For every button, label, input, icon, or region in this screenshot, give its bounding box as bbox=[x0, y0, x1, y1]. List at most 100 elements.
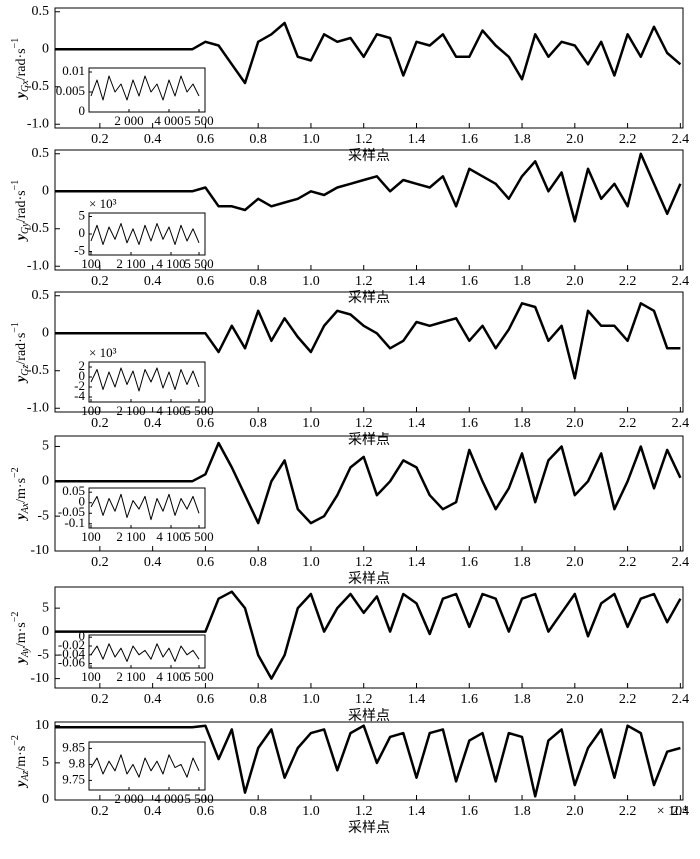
x-tick-label: 1.0 bbox=[302, 804, 320, 819]
inset-background bbox=[88, 634, 206, 669]
panel: 10 5 0 0.2 0.4 0.6 0.8 1.0 1.2 1.4 1.6 1.8 2.0 2.2 2.4… bbox=[10, 718, 689, 836]
x-tick-label: 0.8 bbox=[249, 132, 267, 147]
inset-x-tick-label: 2 100 bbox=[116, 529, 145, 544]
x-axis-label: 采样点 bbox=[348, 820, 390, 836]
inset-y-tick-label: 5 bbox=[79, 207, 86, 222]
data-line bbox=[90, 643, 200, 662]
inset: 0.01 0.005 0 2 000 4 000 5 500 bbox=[56, 63, 214, 128]
inset-x-tick-label: 2 100 bbox=[116, 403, 145, 418]
y-tick-label: -5 bbox=[37, 647, 49, 662]
inset-x-tick-label: 5 500 bbox=[184, 791, 213, 806]
inset-y-tick-label: -5 bbox=[74, 242, 85, 257]
x-tick-label: 0.2 bbox=[91, 692, 109, 707]
x-tick-label: 2.4 bbox=[672, 555, 690, 570]
x-tick-label: 2.0 bbox=[566, 274, 584, 289]
x-tick-label: 1.8 bbox=[513, 804, 531, 819]
inset-y-tick-label: -0.1 bbox=[64, 515, 85, 530]
panel: 5 0 -5 -10 0.2 0.4 0.6 0.8 1.0 1.2 1.4 1.6 1.8 2.0 2.2… bbox=[10, 586, 689, 724]
y-label-unit: /m·s bbox=[14, 746, 29, 771]
inset-background bbox=[88, 67, 206, 113]
inset-x-tick-label: 100 bbox=[81, 529, 101, 544]
x-tick-label: 0.6 bbox=[197, 274, 215, 289]
x-tick-label: 2.0 bbox=[566, 555, 584, 570]
x-tick-label: 2.0 bbox=[566, 804, 584, 819]
x-tick-label: 2.4 bbox=[672, 132, 690, 147]
y-label-symbol: y bbox=[14, 780, 29, 789]
inset-y-tick-label: -0.06 bbox=[58, 655, 86, 670]
y-tick-label: 5 bbox=[42, 755, 49, 770]
inset-background bbox=[88, 741, 206, 791]
data-line bbox=[55, 21, 682, 85]
y-tick-label: 5 bbox=[42, 439, 49, 454]
y-tick-label: -1.0 bbox=[27, 258, 49, 273]
x-tick-label: 1.8 bbox=[513, 274, 531, 289]
x-tick-label: 1.6 bbox=[461, 555, 479, 570]
inset-x-tick-label: 5 500 bbox=[184, 403, 213, 418]
y-axis-label: yGy/rad·s−1 bbox=[10, 180, 31, 242]
x-tick-label: 2.0 bbox=[566, 132, 584, 147]
y-label-unit: /rad·s bbox=[14, 333, 29, 365]
inset-y-tick-label: 9.85 bbox=[62, 739, 85, 754]
inset-y-tick-label: 0 bbox=[79, 225, 86, 240]
y-label-exponent: −2 bbox=[10, 735, 21, 746]
x-tick-label: 1.0 bbox=[302, 555, 320, 570]
x-tick-label: 1.6 bbox=[461, 692, 479, 707]
x-multiplier: × 10⁴ bbox=[657, 804, 687, 819]
x-tick-label: 1.2 bbox=[355, 555, 373, 570]
x-tick-label: 1.4 bbox=[408, 132, 426, 147]
y-axis-label: yAz/m·s−2 bbox=[10, 735, 31, 789]
x-tick-label: 2.4 bbox=[672, 416, 690, 431]
inset-x-tick-label: 5 500 bbox=[184, 669, 213, 684]
x-tick-label: 1.6 bbox=[461, 416, 479, 431]
x-tick-label: 2.2 bbox=[619, 555, 637, 570]
panel: 5 0 -5 -10 0.2 0.4 0.6 0.8 1.0 1.2 1.4 1.6 1.8 2.0 2.2… bbox=[10, 435, 690, 587]
data-line bbox=[55, 441, 682, 525]
x-tick-label: 1.2 bbox=[355, 132, 373, 147]
x-tick-label: 1.2 bbox=[355, 692, 373, 707]
inset-x-tick-label: 2 000 bbox=[114, 791, 143, 806]
x-tick-label: 0.2 bbox=[91, 804, 109, 819]
inset-y-tick-label: 9.8 bbox=[69, 755, 85, 770]
inset-background bbox=[88, 487, 206, 529]
x-tick-label: 1.2 bbox=[355, 416, 373, 431]
x-axis-label: 采样点 bbox=[348, 148, 390, 164]
data-line bbox=[55, 590, 682, 680]
y-label-symbol: y bbox=[14, 375, 29, 384]
inset-y-tick-label: -0.05 bbox=[58, 504, 85, 519]
y-label-exponent: −1 bbox=[10, 38, 21, 49]
data-line bbox=[90, 223, 200, 245]
y-tick-label: 0 bbox=[42, 41, 49, 56]
data-line bbox=[90, 754, 200, 778]
x-tick-label: 1.4 bbox=[408, 804, 426, 819]
inset-y-tick-label: 0.005 bbox=[56, 83, 85, 98]
x-tick-label: 0.2 bbox=[91, 132, 109, 147]
inset-y-tick-label: 0 bbox=[79, 628, 86, 643]
x-tick-label: 2.2 bbox=[619, 274, 637, 289]
data-line bbox=[55, 152, 682, 223]
y-label-exponent: −1 bbox=[10, 322, 21, 333]
plot-frame bbox=[54, 586, 684, 689]
x-tick-label: 0.6 bbox=[197, 132, 215, 147]
panel: 0.5 0 -0.5 -1.0 0.2 0.4 0.6 0.8 1.0 1.2 1.4 1.6 1.8 2… bbox=[10, 4, 689, 164]
plot-frame bbox=[54, 7, 684, 129]
y-tick-label: 0.5 bbox=[32, 288, 50, 303]
inset-x-tick-label: 100 bbox=[81, 256, 101, 271]
inset-x-tick-label: 4 100 bbox=[156, 669, 185, 684]
inset-y-tick-label: 0 bbox=[79, 368, 86, 383]
x-axis-label: 采样点 bbox=[348, 432, 390, 448]
y-tick-label: -1.0 bbox=[27, 400, 49, 415]
plot-frame bbox=[54, 721, 684, 801]
x-tick-label: 0.4 bbox=[144, 274, 162, 289]
y-axis-label: yGx/rad·s−1 bbox=[10, 38, 31, 100]
inset-y-tick-label: 0 bbox=[79, 103, 86, 118]
y-label-subscript: Az bbox=[20, 771, 31, 782]
inset-x-tick-label: 100 bbox=[81, 669, 101, 684]
inset-x-tick-label: 4 100 bbox=[156, 529, 185, 544]
y-tick-label: -0.5 bbox=[27, 363, 49, 378]
y-axis-label: yAy/m·s−2 bbox=[10, 612, 31, 666]
y-tick-label: 0 bbox=[42, 624, 49, 639]
y-tick-label: 0 bbox=[42, 474, 49, 489]
x-tick-label: 0.4 bbox=[144, 692, 162, 707]
x-tick-label: 2.4 bbox=[672, 274, 690, 289]
